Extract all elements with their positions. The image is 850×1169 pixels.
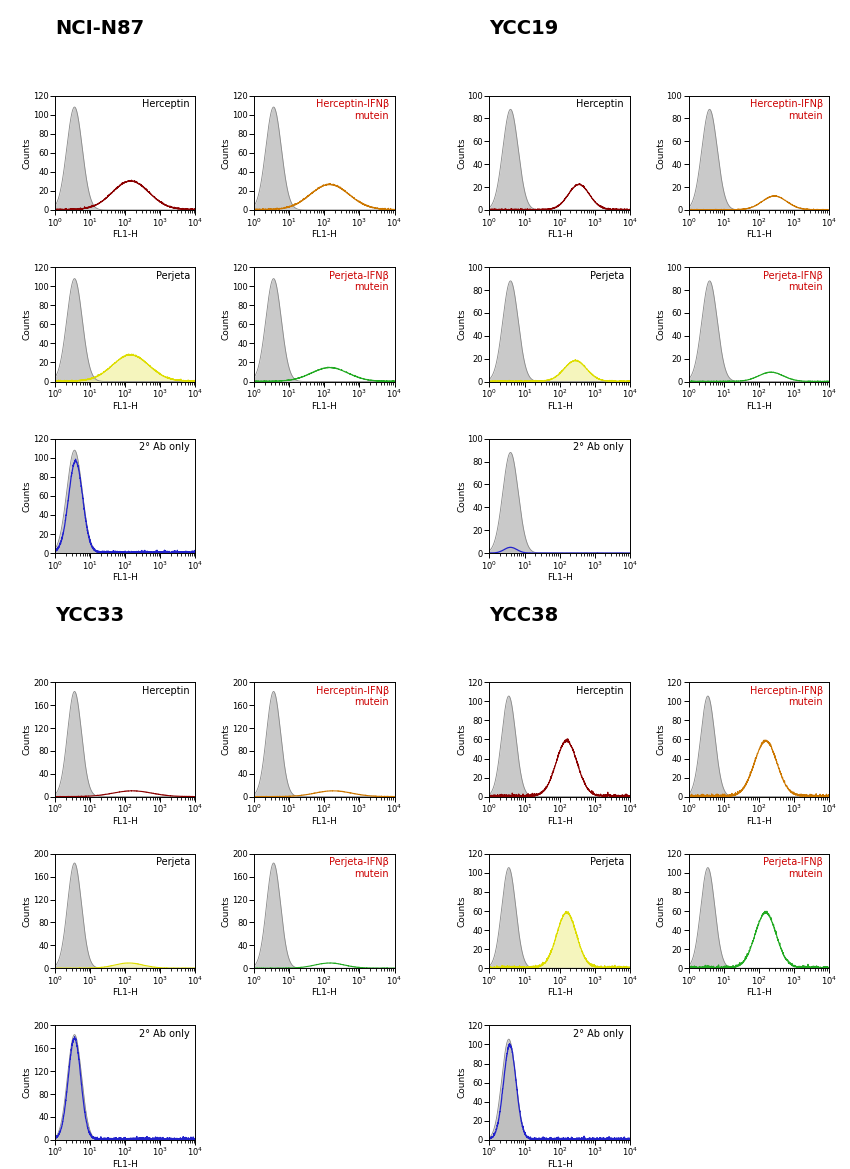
Y-axis label: Counts: Counts <box>656 895 666 927</box>
Text: YCC38: YCC38 <box>490 606 558 625</box>
Text: Perjeta-IFNβ
mutein: Perjeta-IFNβ mutein <box>763 270 823 292</box>
Text: YCC33: YCC33 <box>55 606 124 625</box>
Y-axis label: Counts: Counts <box>222 724 231 755</box>
X-axis label: FL1-H: FL1-H <box>112 401 139 410</box>
X-axis label: FL1-H: FL1-H <box>547 401 573 410</box>
Y-axis label: Counts: Counts <box>23 480 31 512</box>
Text: YCC19: YCC19 <box>490 20 558 39</box>
X-axis label: FL1-H: FL1-H <box>311 988 337 997</box>
Y-axis label: Counts: Counts <box>656 137 666 168</box>
X-axis label: FL1-H: FL1-H <box>112 988 139 997</box>
X-axis label: FL1-H: FL1-H <box>745 988 772 997</box>
Text: Perjeta: Perjeta <box>156 270 190 281</box>
Y-axis label: Counts: Counts <box>457 724 466 755</box>
Y-axis label: Counts: Counts <box>23 137 31 168</box>
Text: Herceptin: Herceptin <box>142 686 190 696</box>
Y-axis label: Counts: Counts <box>23 724 31 755</box>
Text: Perjeta: Perjeta <box>156 857 190 867</box>
X-axis label: FL1-H: FL1-H <box>547 573 573 582</box>
Text: 2° Ab only: 2° Ab only <box>574 1029 624 1039</box>
Y-axis label: Counts: Counts <box>457 309 466 340</box>
Text: Herceptin-IFNβ
mutein: Herceptin-IFNβ mutein <box>315 99 389 120</box>
Text: Perjeta-IFNβ
mutein: Perjeta-IFNβ mutein <box>329 857 389 879</box>
X-axis label: FL1-H: FL1-H <box>112 1160 139 1169</box>
X-axis label: FL1-H: FL1-H <box>745 817 772 825</box>
Text: Herceptin-IFNβ
mutein: Herceptin-IFNβ mutein <box>750 99 823 120</box>
Text: Herceptin-IFNβ
mutein: Herceptin-IFNβ mutein <box>315 686 389 707</box>
X-axis label: FL1-H: FL1-H <box>547 1160 573 1169</box>
X-axis label: FL1-H: FL1-H <box>112 817 139 825</box>
Y-axis label: Counts: Counts <box>457 1067 466 1099</box>
Y-axis label: Counts: Counts <box>222 895 231 927</box>
Y-axis label: Counts: Counts <box>457 895 466 927</box>
Text: Perjeta: Perjeta <box>590 270 624 281</box>
X-axis label: FL1-H: FL1-H <box>745 230 772 238</box>
Text: Perjeta: Perjeta <box>590 857 624 867</box>
Y-axis label: Counts: Counts <box>23 1067 31 1099</box>
Text: Herceptin: Herceptin <box>142 99 190 109</box>
Text: Herceptin: Herceptin <box>576 99 624 109</box>
Text: NCI-N87: NCI-N87 <box>55 20 144 39</box>
Y-axis label: Counts: Counts <box>656 309 666 340</box>
Text: Perjeta-IFNβ
mutein: Perjeta-IFNβ mutein <box>329 270 389 292</box>
Y-axis label: Counts: Counts <box>23 895 31 927</box>
Y-axis label: Counts: Counts <box>222 137 231 168</box>
X-axis label: FL1-H: FL1-H <box>112 573 139 582</box>
Text: 2° Ab only: 2° Ab only <box>139 442 190 452</box>
X-axis label: FL1-H: FL1-H <box>112 230 139 238</box>
Y-axis label: Counts: Counts <box>222 309 231 340</box>
X-axis label: FL1-H: FL1-H <box>547 230 573 238</box>
Y-axis label: Counts: Counts <box>457 137 466 168</box>
Text: 2° Ab only: 2° Ab only <box>139 1029 190 1039</box>
X-axis label: FL1-H: FL1-H <box>547 817 573 825</box>
X-axis label: FL1-H: FL1-H <box>311 230 337 238</box>
X-axis label: FL1-H: FL1-H <box>547 988 573 997</box>
Text: Herceptin: Herceptin <box>576 686 624 696</box>
X-axis label: FL1-H: FL1-H <box>311 817 337 825</box>
Y-axis label: Counts: Counts <box>457 480 466 512</box>
Text: Perjeta-IFNβ
mutein: Perjeta-IFNβ mutein <box>763 857 823 879</box>
Text: Herceptin-IFNβ
mutein: Herceptin-IFNβ mutein <box>750 686 823 707</box>
Y-axis label: Counts: Counts <box>23 309 31 340</box>
X-axis label: FL1-H: FL1-H <box>745 401 772 410</box>
Text: 2° Ab only: 2° Ab only <box>574 442 624 452</box>
X-axis label: FL1-H: FL1-H <box>311 401 337 410</box>
Y-axis label: Counts: Counts <box>656 724 666 755</box>
